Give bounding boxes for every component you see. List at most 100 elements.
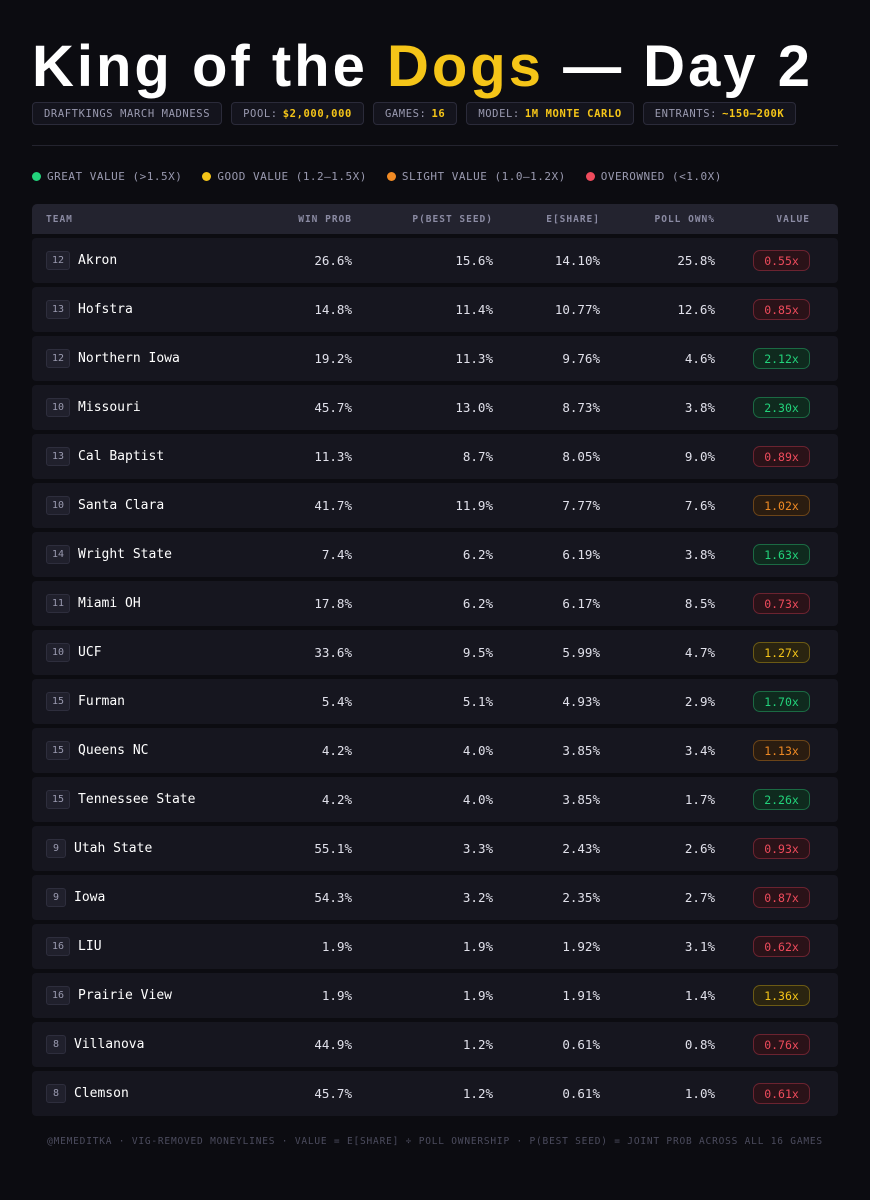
share-cell: 3.85% [562,792,600,807]
legend-item-over: OVEROWNED (<1.0X) [585,170,722,183]
table-row: 9 Utah State 55.1% 3.3% 2.43% 2.6% 0.93x [32,826,838,871]
value-cell: 0.85x [715,299,824,320]
value-badge: 2.30x [753,397,810,418]
value-cell: 0.76x [715,1034,824,1055]
value-cell: 2.12x [715,348,824,369]
win-prob-cell: 4.2% [321,743,352,758]
share-cell: 14.10% [554,253,600,268]
team-cell: 8 Clemson [32,1084,262,1103]
col-header-value: VALUE [776,213,810,225]
share-cell: 8.73% [562,400,600,415]
value-cell: 2.30x [715,397,824,418]
table-row: 9 Iowa 54.3% 3.2% 2.35% 2.7% 0.87x [32,875,838,920]
legend-label: OVEROWNED (<1.0X) [600,170,722,183]
seed-badge: 15 [46,741,71,760]
team-cell: 14 Wright State [32,545,262,564]
poll-own-cell: 2.7% [684,890,715,905]
share-cell: 0.61% [562,1037,600,1052]
team-name: Missouri [78,400,141,415]
win-prob-cell: 1.9% [321,939,352,954]
share-cell: 1.92% [562,939,600,954]
seed-badge: 10 [46,496,71,515]
table-row: 13 Hofstra 14.8% 11.4% 10.77% 12.6% 0.85x [32,287,838,332]
share-cell: 9.76% [562,351,600,366]
col-header-team: TEAM [46,213,73,225]
table-row: 15 Tennessee State 4.2% 4.0% 3.85% 1.7% 2.26x [32,777,838,822]
info-chips: DRAFTKINGS MARCH MADNESS POOL: $2,000,000… [32,102,797,125]
best-seed-cell: 11.4% [455,302,493,317]
poll-own-cell: 7.6% [684,498,715,513]
legend-label: GREAT VALUE (>1.5X) [47,170,183,183]
table-row: 10 Santa Clara 41.7% 11.9% 7.77% 7.6% 1.02x [32,483,838,528]
value-cell: 0.93x [715,838,824,859]
poll-own-cell: 1.0% [684,1086,715,1101]
chip-entrants: ENTRANTS: ~150–200K [642,102,797,125]
chip-label: MODEL: [478,107,520,120]
team-name: Furman [78,694,126,709]
value-badge: 2.12x [753,348,810,369]
header-divider [32,145,838,146]
value-badge: 0.73x [753,593,810,614]
team-name: LIU [78,939,102,954]
value-cell: 1.36x [715,985,824,1006]
team-cell: 16 LIU [32,937,262,956]
table-row: 16 LIU 1.9% 1.9% 1.92% 3.1% 0.62x [32,924,838,969]
win-prob-cell: 54.3% [314,890,352,905]
seed-badge: 12 [46,251,71,270]
team-cell: 15 Furman [32,692,262,711]
share-cell: 7.77% [562,498,600,513]
value-badge: 2.26x [753,789,810,810]
value-badge: 0.89x [753,446,810,467]
team-cell: 13 Cal Baptist [32,447,262,466]
poll-own-cell: 12.6% [677,302,715,317]
team-name: Akron [78,253,118,268]
share-cell: 10.77% [554,302,600,317]
chip-label: GAMES: [384,107,427,120]
footer-note: @MEMEDITKA · VIG-REMOVED MONEYLINES · VA… [47,1136,823,1147]
value-cell: 1.27x [715,642,824,663]
col-header-poll-own: POLL OWN% [654,213,715,225]
table-row: 13 Cal Baptist 11.3% 8.7% 8.05% 9.0% 0.89x [32,434,838,479]
team-name: Utah State [74,841,153,856]
value-badge: 0.87x [753,887,810,908]
seed-badge: 12 [46,349,71,368]
value-badge: 1.36x [753,985,810,1006]
chip-pool: POOL: $2,000,000 [231,102,364,125]
team-name: Iowa [74,890,106,905]
team-cell: 13 Hofstra [32,300,262,319]
seed-badge: 8 [46,1035,66,1054]
table-row: 8 Clemson 45.7% 1.2% 0.61% 1.0% 0.61x [32,1071,838,1116]
share-cell: 2.43% [562,841,600,856]
team-cell: 8 Villanova [32,1035,262,1054]
legend-label: GOOD VALUE (1.2–1.5X) [217,170,367,183]
team-name: Wright State [78,547,172,562]
poll-own-cell: 4.7% [684,645,715,660]
legend-item-good: GOOD VALUE (1.2–1.5X) [202,170,367,183]
value-badge: 0.62x [753,936,810,957]
chip-contest: DRAFTKINGS MARCH MADNESS [32,102,223,125]
poll-own-cell: 2.9% [684,694,715,709]
win-prob-cell: 26.6% [314,253,352,268]
team-cell: 10 UCF [32,643,262,662]
team-cell: 15 Tennessee State [32,790,262,809]
table-row: 14 Wright State 7.4% 6.2% 6.19% 3.8% 1.63x [32,532,838,577]
team-name: Villanova [74,1037,145,1052]
chip-label: POOL: [243,107,278,120]
win-prob-cell: 55.1% [314,841,352,856]
value-table: TEAM WIN PROB P(BEST SEED) E[SHARE] POLL… [32,204,838,1116]
win-prob-cell: 7.4% [321,547,352,562]
chip-value: ~150–200K [722,107,785,120]
share-cell: 1.91% [562,988,600,1003]
best-seed-cell: 3.2% [462,890,493,905]
best-seed-cell: 8.7% [462,449,493,464]
win-prob-cell: 41.7% [314,498,352,513]
win-prob-cell: 4.2% [321,792,352,807]
team-cell: 10 Missouri [32,398,262,417]
team-name: Queens NC [78,743,149,758]
best-seed-cell: 11.3% [455,351,493,366]
legend-dot-yellow [202,172,212,181]
seed-badge: 15 [46,790,71,809]
best-seed-cell: 4.0% [462,743,493,758]
share-cell: 3.85% [562,743,600,758]
best-seed-cell: 15.6% [455,253,493,268]
